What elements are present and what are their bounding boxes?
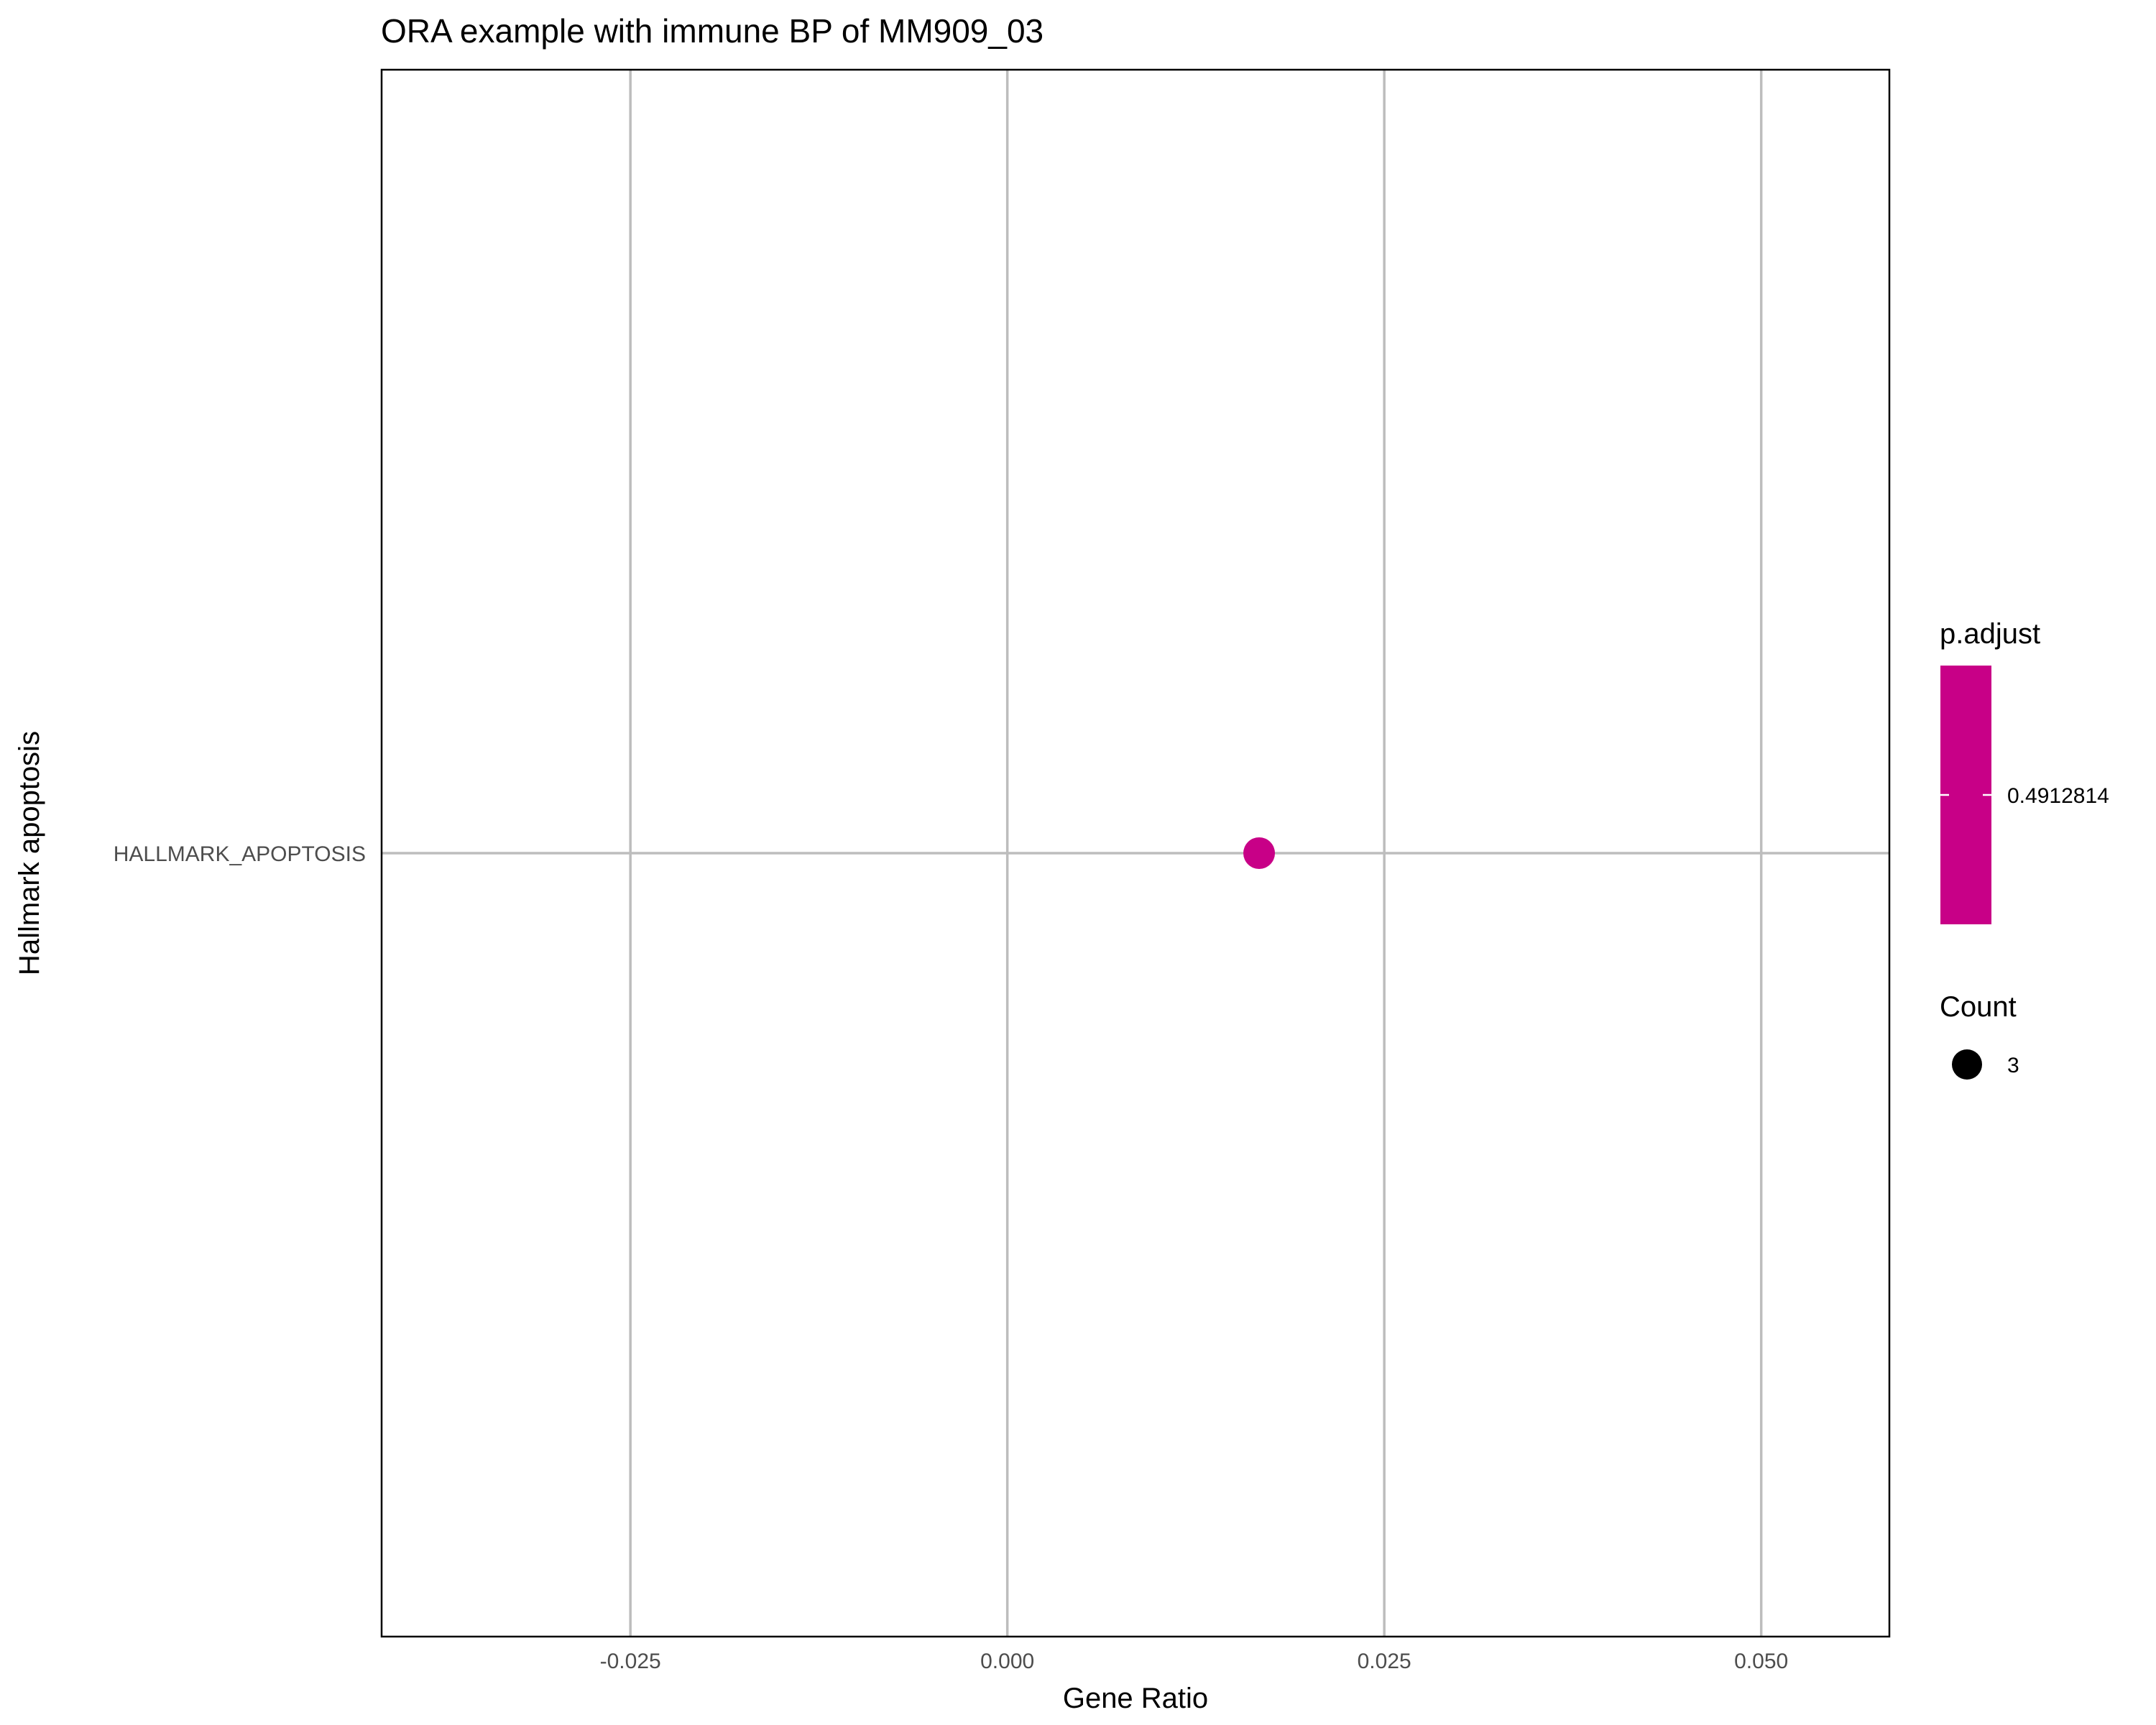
size-legend-title: Count (1940, 991, 2017, 1023)
x-tick-label: 0.050 (1734, 1650, 1788, 1673)
data-point (1243, 837, 1276, 869)
panel-border (380, 68, 1891, 1638)
color-legend: p.adjust 0.4912814 (1940, 618, 2109, 924)
y-axis-title: Hallmark apoptosis (14, 731, 45, 975)
colorbar-label: 0.4912814 (2007, 784, 2109, 808)
x-axis-title: Gene Ratio (1063, 1683, 1208, 1714)
plot-panel (380, 68, 1891, 1638)
x-tick-label: -0.025 (600, 1650, 661, 1673)
y-tick-labels: HALLMARK_APOPTOSIS (114, 842, 366, 866)
chart-title: ORA example with immune BP of MM909_03 (381, 12, 1044, 50)
size-legend-key (1952, 1049, 1982, 1080)
data-points (1243, 837, 1276, 869)
color-legend-title: p.adjust (1940, 618, 2040, 650)
size-legend-label: 3 (2007, 1054, 2019, 1077)
x-tick-labels: -0.025 0.000 0.025 0.050 (600, 1650, 1789, 1673)
x-tick-label: 0.025 (1358, 1650, 1411, 1673)
x-tick-label: 0.000 (980, 1650, 1034, 1673)
size-legend: Count 3 (1940, 991, 2019, 1080)
y-tick-label: HALLMARK_APOPTOSIS (114, 842, 366, 866)
